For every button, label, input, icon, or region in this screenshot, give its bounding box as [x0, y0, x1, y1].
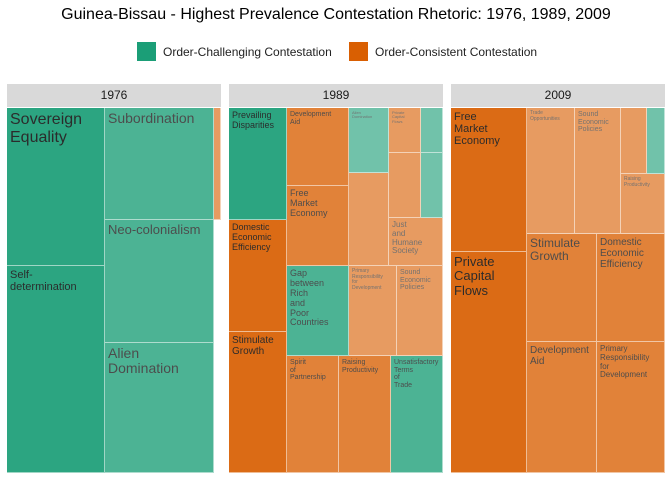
treemap-tile-label: Trade Opportunities: [530, 110, 560, 122]
treemap-tile-label: Self- determination: [10, 269, 77, 294]
treemap-tile-1976-unlabeled: [214, 108, 221, 220]
treemap-tile-1989-prevailing-disparities: Prevailing Disparities: [229, 108, 287, 220]
treemap-tile-1989-primary-responsibility-for-development: Primary Responsibility for Development: [349, 266, 397, 356]
treemap-tile-1989-free-market-economy: Free Market Economy: [287, 186, 349, 266]
treemap-tile-label: Sound Economic Policies: [578, 111, 609, 134]
treemap-1976: Sovereign Equality Self- determination Sub…: [7, 108, 221, 473]
treemap-tile-1989-stimulate-growth: Stimulate Growth: [229, 332, 287, 473]
treemap-tile-1989-unlabeled: [389, 153, 421, 218]
treemap-tile-label: Primary Responsibility for Development: [600, 344, 650, 380]
treemap-tile-1989-spirit-of-partnership: Spirit of Partnership: [287, 356, 339, 473]
treemap-tile-label: Raising Productivity: [342, 359, 379, 374]
treemap-tile-1989-private-capital-flows: Private Capital Flows: [389, 108, 421, 153]
treemap-tile-2009-development-aid: Development Aid: [527, 342, 597, 473]
treemap-tile-label: Prevailing Disparities: [232, 110, 275, 130]
treemap-tile-2009-private-capital-flows: Private Capital Flows: [451, 252, 527, 473]
treemap-tile-label: Spirit of Partnership: [290, 359, 326, 382]
treemap-2009: Free Market Economy Private Capital Flows…: [451, 108, 665, 473]
treemap-tile-label: Alien Domination: [352, 110, 373, 120]
treemap-tile-2009-raising-productivity: Raising Productivity: [621, 174, 665, 234]
treemap-tile-label: Subordination: [108, 110, 195, 126]
legend-swatch-order-challenging: [137, 42, 156, 61]
facet-strip-1989: 1989: [229, 84, 443, 107]
treemap-tile-1976-subordination: Subordination: [105, 108, 214, 220]
treemap-tile-1989-just-and-humane-society: Just and Humane Society: [389, 218, 443, 266]
facet-panel-1976: 1976 Sovereign Equality Self- determinati…: [7, 84, 221, 473]
legend-swatch-order-consistent: [349, 42, 368, 61]
treemap-tile-label: Stimulate Growth: [530, 236, 581, 264]
treemap-tile-2009-sound-economic-policies: Sound Economic Policies: [575, 108, 621, 234]
treemap-tile-label: Alien Domination: [108, 345, 179, 377]
treemap-tile-label: Domestic Economic Efficiency: [600, 237, 644, 270]
treemap-tile-1976-alien-domination: Alien Domination: [105, 343, 214, 473]
treemap-tile-1989-gap-between-rich-and-poor-countries: Gap between Rich and Poor Countries: [287, 266, 349, 356]
treemap-tile-label: Gap between Rich and Poor Countries: [290, 268, 329, 328]
treemap-tile-2009-unlabeled: [647, 108, 665, 174]
treemap-tile-1989-unlabeled: [349, 173, 389, 266]
treemap-tile-label: Neo-colonialism: [108, 222, 201, 237]
treemap-tile-label: Development Aid: [290, 111, 332, 126]
treemap-tile-label: Unsatisfactory Terms of Trade: [394, 359, 439, 390]
treemap-tile-2009-domestic-economic-efficiency: Domestic Economic Efficiency: [597, 234, 665, 342]
treemap-tile-label: Private Capital Flows: [454, 254, 495, 298]
treemap-tile-1976-neo-colonialism: Neo-colonialism: [105, 220, 214, 343]
treemap-tile-2009-free-market-economy: Free Market Economy: [451, 108, 527, 252]
legend: Order-Challenging Contestation Order-Con…: [0, 42, 672, 64]
treemap-tile-1989-unsatisfactory-terms-of-trade: Unsatisfactory Terms of Trade: [391, 356, 443, 473]
facet-strip-2009: 2009: [451, 84, 665, 107]
treemap-tile-label: Sound Economic Policies: [400, 269, 431, 292]
treemap-tile-label: Development Aid: [530, 345, 589, 367]
treemap-tile-label: Domestic Economic Efficiency: [232, 222, 272, 252]
treemap-tile-2009-primary-responsibility-for-development: Primary Responsibility for Development: [597, 342, 665, 473]
treemap-tile-1989-alien-domination: Alien Domination: [349, 108, 389, 173]
treemap-tile-2009-trade-opportunities: Trade Opportunities: [527, 108, 575, 234]
facet-strip-1976: 1976: [7, 84, 221, 107]
treemap-tile-label: Sovereign Equality: [10, 111, 83, 146]
legend-item-order-consistent: Order-Consistent Contestation: [349, 42, 537, 61]
chart-title: Guinea-Bissau - Highest Prevalence Conte…: [61, 6, 611, 23]
facet-panel-2009: 2009 Free Market Economy Private Capital …: [451, 84, 665, 473]
treemap-tile-1989-development-aid: Development Aid: [287, 108, 349, 186]
treemap-tile-label: Primary Responsibility for Development: [352, 268, 383, 291]
treemap-tile-1989-unlabeled: [421, 108, 443, 153]
treemap-tile-label: Stimulate Growth: [232, 335, 274, 357]
legend-label-order-consistent: Order-Consistent Contestation: [375, 44, 538, 59]
treemap-tile-1989-sound-economic-policies: Sound Economic Policies: [397, 266, 443, 356]
treemap-tile-label: Raising Productivity: [624, 176, 650, 188]
treemap-tile-1976-sovereign-equality: Sovereign Equality: [7, 108, 105, 266]
facet-panel-1989: 1989 Prevailing Disparities Development A…: [229, 84, 443, 473]
treemap-tile-label: Just and Humane Society: [392, 220, 423, 256]
treemap-tile-label: Free Market Economy: [454, 111, 500, 148]
treemap-1989: Prevailing Disparities Development Aid Ali…: [229, 108, 443, 473]
treemap-tile-1976-self-determination: Self- determination: [7, 266, 105, 473]
legend-item-order-challenging: Order-Challenging Contestation: [137, 42, 332, 61]
treemap-tile-1989-unlabeled: [421, 153, 443, 218]
treemap-tile-label: Free Market Economy: [290, 188, 328, 218]
treemap-tile-2009-stimulate-growth: Stimulate Growth: [527, 234, 597, 342]
treemap-tile-label: Private Capital Flows: [392, 110, 405, 124]
treemap-tile-1989-raising-productivity: Raising Productivity: [339, 356, 391, 473]
treemap-tile-1989-domestic-economic-efficiency: Domestic Economic Efficiency: [229, 220, 287, 332]
legend-label-order-challenging: Order-Challenging Contestation: [163, 44, 332, 59]
treemap-tile-2009-unlabeled: [621, 108, 647, 174]
